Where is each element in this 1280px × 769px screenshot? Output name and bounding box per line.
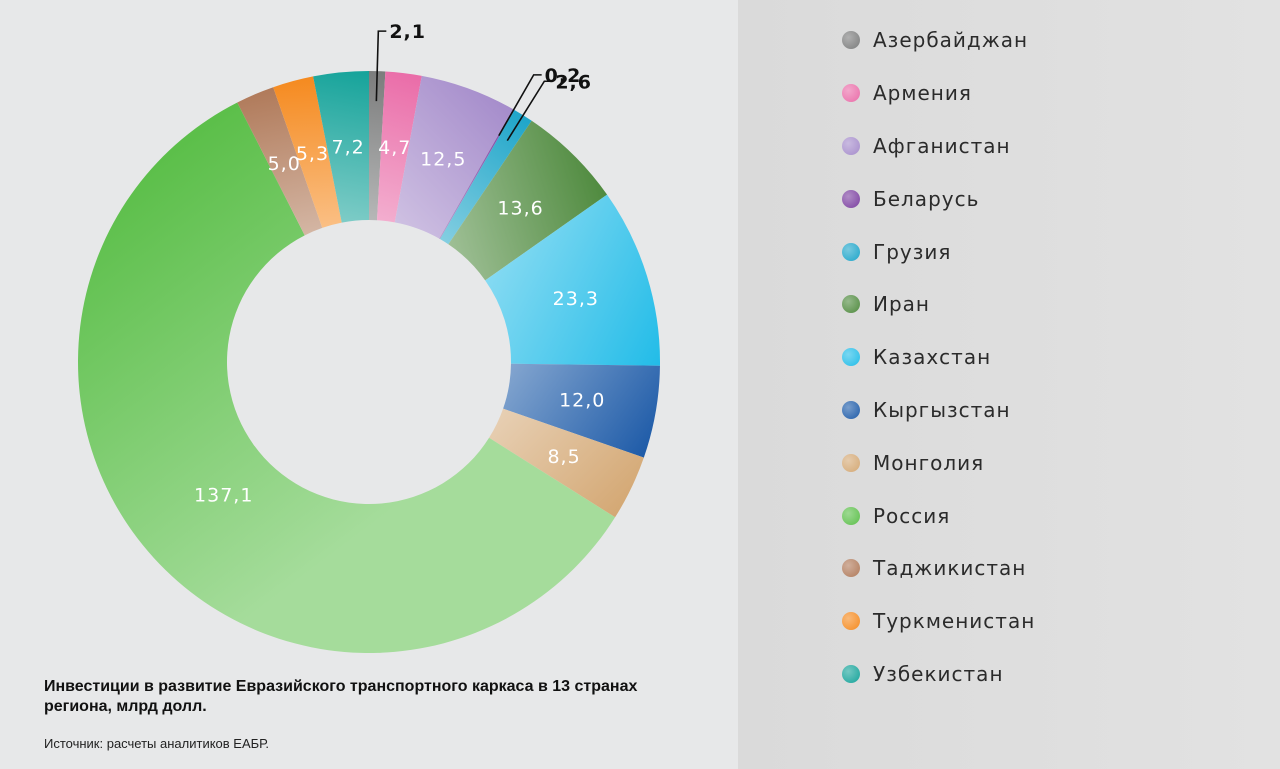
legend-item-армения: Армения <box>842 67 1035 120</box>
slice-label-беларусь: 0,2 <box>545 65 582 87</box>
legend-swatch <box>842 348 860 367</box>
slice-иран <box>448 120 608 281</box>
leader-line-грузия <box>506 80 553 142</box>
legend-item-афганистан: Афганистан <box>842 120 1035 173</box>
slice-азербайджан <box>369 71 386 221</box>
slice-label-азербайджан: 2,1 <box>389 21 426 43</box>
legend-label: Россия <box>873 503 951 528</box>
slice-афганистан <box>394 75 514 239</box>
slice-label-казахстан: 23,3 <box>553 288 599 310</box>
slice-таджикистан <box>237 87 323 236</box>
slice-label-таджикистан: 5,0 <box>268 153 301 175</box>
slice-label-армения: 4,7 <box>378 137 411 159</box>
slice-грузия <box>439 109 532 245</box>
slice-россия <box>77 102 616 654</box>
slice-label-афганистан: 12,5 <box>420 149 466 171</box>
slice-туркменистан <box>273 76 342 228</box>
legend-label: Узбекистан <box>873 661 1004 686</box>
legend-swatch <box>842 612 860 631</box>
slice-label-иран: 13,6 <box>497 197 543 219</box>
slice-кыргызстан <box>503 363 660 458</box>
slice-казахстан <box>485 194 661 366</box>
slice-label-монголия: 8,5 <box>547 446 580 468</box>
legend-label: Афганистан <box>873 133 1011 158</box>
legend-swatch <box>842 136 860 155</box>
slice-узбекистан <box>313 71 369 223</box>
legend-label: Монголия <box>873 450 985 475</box>
legend-item-азербайджан: Азербайджан <box>842 14 1035 67</box>
legend-item-узбекистан: Узбекистан <box>842 648 1035 701</box>
legend-panel: Азербайджан Армения Афганистан Беларусь Груз… <box>738 0 1280 769</box>
legend-label: Кыргызстан <box>873 397 1011 422</box>
legend-item-беларусь: Беларусь <box>842 172 1035 225</box>
legend-label: Армения <box>873 81 972 106</box>
legend-item-иран: Иран <box>842 278 1035 331</box>
slice-label-грузия: 2,6 <box>555 71 592 93</box>
legend-label: Грузия <box>873 239 952 264</box>
slice-label-кыргызстан: 12,0 <box>559 389 605 411</box>
legend-swatch <box>842 84 860 103</box>
slice-label-узбекистан: 7,2 <box>332 137 365 159</box>
legend-item-монголия: Монголия <box>842 436 1035 489</box>
legend-label: Казахстан <box>873 345 992 370</box>
legend-swatch <box>842 295 860 314</box>
slice-армения <box>376 71 422 223</box>
legend-item-кыргызстан: Кыргызстан <box>842 384 1035 437</box>
legend-label: Иран <box>873 292 930 317</box>
donut-slices <box>77 71 661 654</box>
donut-chart: 2,1 4,7 12,5 0,22,6 13,6 23,3 12,0 8,5 137,1 5,05… <box>77 21 661 654</box>
legend-swatch <box>842 189 860 208</box>
slice-label-россия: 137,1 <box>194 484 253 506</box>
legend-label: Таджикистан <box>873 556 1027 581</box>
legend-item-таджикистан: Таджикистан <box>842 542 1035 595</box>
legend-swatch <box>842 31 860 50</box>
slice-labels: 2,1 4,7 12,5 0,22,6 13,6 23,3 12,0 8,5 137,1 5,05… <box>194 21 605 506</box>
legend-swatch <box>842 506 860 525</box>
chart-caption: Инвестиции в развитие Евразийского транс… <box>44 678 638 715</box>
legend-swatch <box>842 242 860 261</box>
legend-swatch <box>842 400 860 419</box>
legend-item-грузия: Грузия <box>842 225 1035 278</box>
legend-swatch <box>842 664 860 683</box>
legend-label: Туркменистан <box>873 609 1036 634</box>
legend-label: Азербайджан <box>873 28 1029 53</box>
slice-беларусь <box>439 109 515 240</box>
leader-line-беларусь <box>498 74 542 136</box>
legend-label: Беларусь <box>873 186 980 211</box>
legend-swatch <box>842 453 860 472</box>
legend-item-туркменистан: Туркменистан <box>842 595 1035 648</box>
legend: Азербайджан Армения Афганистан Беларусь Груз… <box>842 14 1035 700</box>
leader-line-азербайджан <box>375 30 387 102</box>
legend-item-казахстан: Казахстан <box>842 331 1035 384</box>
leader-lines <box>375 30 553 142</box>
slice-монголия <box>489 408 644 518</box>
chart-source: Источник: расчеты аналитиков ЕАБР. <box>44 736 269 751</box>
legend-swatch <box>842 559 860 578</box>
legend-item-россия: Россия <box>842 489 1035 542</box>
slice-label-туркменистан: 5,3 <box>296 143 329 165</box>
